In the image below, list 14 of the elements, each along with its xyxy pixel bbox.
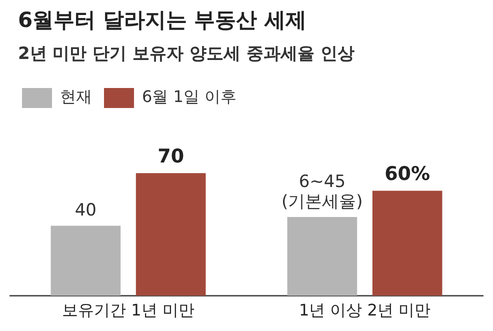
x-tick-label: 보유기간 1년 미만 (62, 300, 194, 320)
x-tick-label: 1년 이상 2년 미만 (298, 300, 431, 320)
chart-title: 6월부터 달라지는 부동산 세제 (18, 7, 307, 34)
data-label: 40 (74, 200, 96, 221)
data-label: 70 (158, 146, 184, 168)
bar (372, 190, 442, 296)
bar (136, 173, 206, 296)
chart-subtitle: 2년 미만 단기 보유자 양도세 중과세율 인상 (18, 43, 354, 65)
data-label: 6~45 (기본세율) (282, 172, 363, 212)
legend-label: 6월 1일 이후 (142, 87, 237, 106)
bar (50, 226, 121, 296)
legend-label: 현재 (60, 87, 92, 106)
bar (287, 216, 358, 296)
data-label: 60% (384, 163, 430, 186)
